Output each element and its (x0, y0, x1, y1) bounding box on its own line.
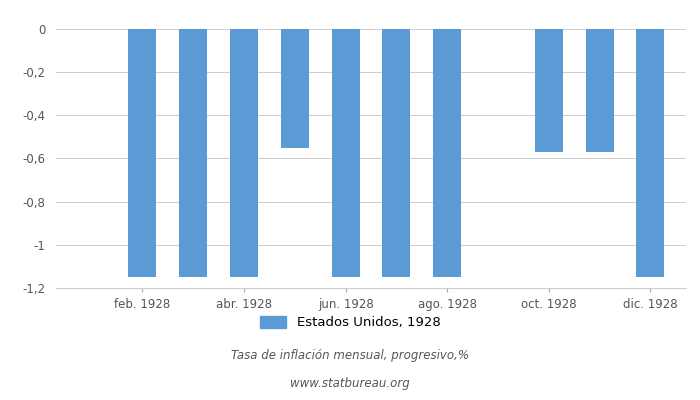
Legend: Estados Unidos, 1928: Estados Unidos, 1928 (254, 310, 446, 334)
Bar (128, 29, 156, 277)
Bar (433, 29, 461, 277)
Bar (179, 29, 207, 277)
Bar (535, 29, 563, 152)
Bar (586, 29, 614, 152)
Bar (281, 29, 309, 148)
Text: Tasa de inflación mensual, progresivo,%: Tasa de inflación mensual, progresivo,% (231, 350, 469, 362)
Bar (636, 29, 664, 277)
Bar (230, 29, 258, 277)
Bar (382, 29, 410, 277)
Bar (332, 29, 360, 277)
Text: www.statbureau.org: www.statbureau.org (290, 378, 410, 390)
